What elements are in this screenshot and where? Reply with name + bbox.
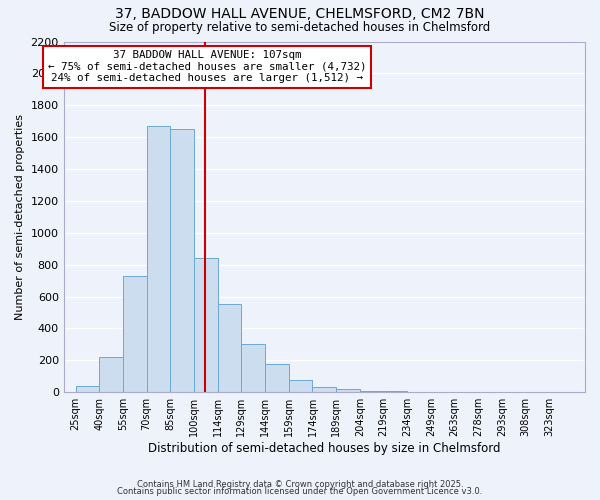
Bar xyxy=(265,364,289,392)
Text: Size of property relative to semi-detached houses in Chelmsford: Size of property relative to semi-detach… xyxy=(109,21,491,34)
X-axis label: Distribution of semi-detached houses by size in Chelmsford: Distribution of semi-detached houses by … xyxy=(148,442,500,455)
Bar xyxy=(76,386,99,392)
Text: Contains public sector information licensed under the Open Government Licence v3: Contains public sector information licen… xyxy=(118,488,482,496)
Bar xyxy=(123,276,146,392)
Text: 37, BADDOW HALL AVENUE, CHELMSFORD, CM2 7BN: 37, BADDOW HALL AVENUE, CHELMSFORD, CM2 … xyxy=(115,8,485,22)
Bar xyxy=(170,129,194,392)
Y-axis label: Number of semi-detached properties: Number of semi-detached properties xyxy=(15,114,25,320)
Bar xyxy=(336,389,360,392)
Bar xyxy=(146,126,170,392)
Bar xyxy=(313,386,336,392)
Bar xyxy=(241,344,265,392)
Bar xyxy=(218,304,241,392)
Bar xyxy=(360,390,383,392)
Text: 37 BADDOW HALL AVENUE: 107sqm
← 75% of semi-detached houses are smaller (4,732)
: 37 BADDOW HALL AVENUE: 107sqm ← 75% of s… xyxy=(48,50,366,84)
Bar xyxy=(194,258,218,392)
Bar xyxy=(289,380,313,392)
Bar xyxy=(99,357,123,392)
Text: Contains HM Land Registry data © Crown copyright and database right 2025.: Contains HM Land Registry data © Crown c… xyxy=(137,480,463,489)
